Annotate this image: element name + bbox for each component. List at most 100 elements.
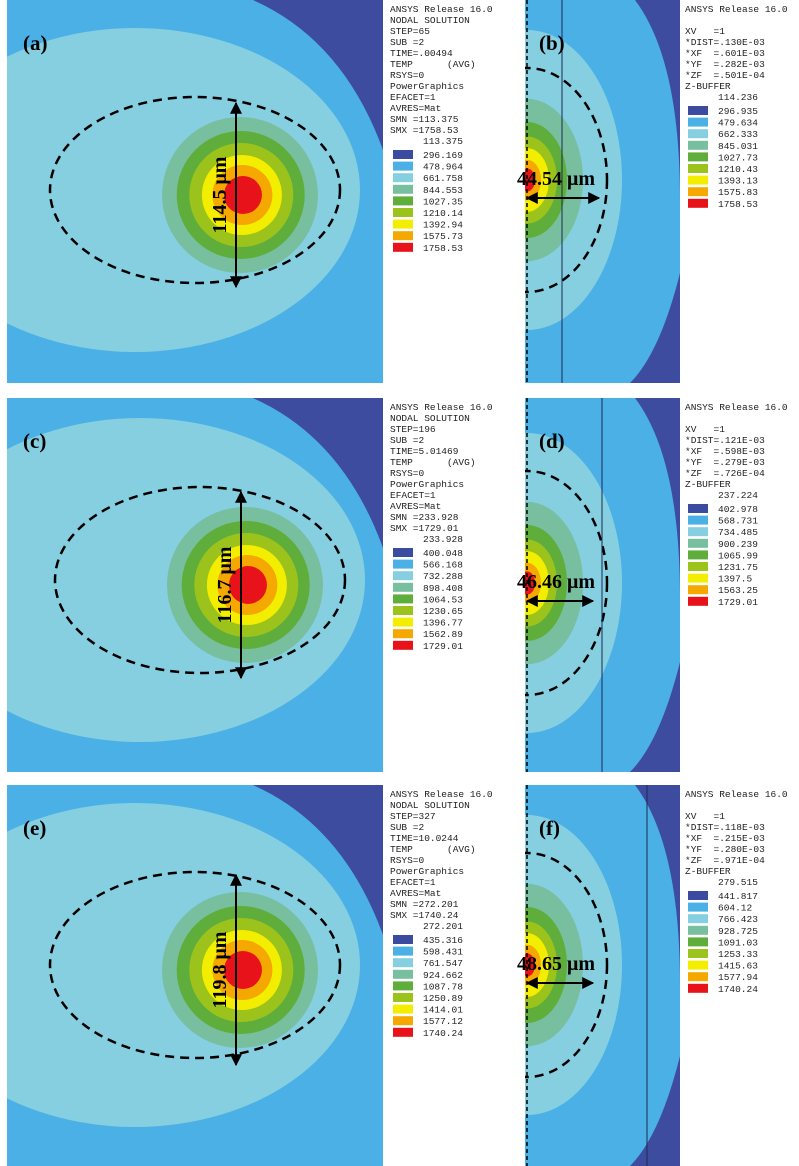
legend-value: 924.662 bbox=[423, 970, 463, 981]
legend-value: 1414.01 bbox=[423, 1005, 463, 1016]
legend-value: 1729.01 bbox=[718, 597, 758, 608]
info-line: *DIST=.121E-03 bbox=[685, 435, 765, 446]
panel: 44.54 μm(b)ANSYS Release 16.0XV =1*DIST=… bbox=[432, 0, 788, 383]
info-line: *ZF =.726E-04 bbox=[685, 468, 765, 479]
legend-swatch bbox=[393, 583, 413, 592]
legend-value: 761.547 bbox=[423, 958, 463, 969]
info-line: Z-BUFFER bbox=[685, 81, 731, 92]
legend-value: 402.978 bbox=[718, 504, 758, 515]
legend-value: 441.817 bbox=[718, 891, 758, 902]
legend-swatch bbox=[393, 220, 413, 229]
legend-value: 1392.94 bbox=[423, 220, 463, 231]
info-line: SUB =2 bbox=[390, 435, 425, 446]
legend-swatch bbox=[688, 504, 708, 513]
legend-value: 1577.94 bbox=[718, 972, 758, 983]
legend-swatch bbox=[688, 972, 708, 981]
info-line: *DIST=.130E-03 bbox=[685, 37, 765, 48]
info-line: TIME=5.01469 bbox=[390, 446, 459, 457]
legend-swatch bbox=[688, 539, 708, 548]
legend-swatch bbox=[688, 984, 708, 993]
info-line: STEP=196 bbox=[390, 424, 436, 435]
legend-value: 928.725 bbox=[718, 926, 758, 937]
info-line: *XF =.601E-03 bbox=[685, 48, 765, 59]
legend-value: 400.048 bbox=[423, 548, 463, 559]
info-line: *XF =.598E-03 bbox=[685, 446, 765, 457]
info-line: AVRES=Mat bbox=[390, 501, 441, 512]
dimension-label: 116.7 μm bbox=[214, 546, 236, 623]
info-line: XV =1 bbox=[685, 811, 725, 822]
info-line: TIME=.00494 bbox=[390, 48, 453, 59]
legend-swatch bbox=[688, 118, 708, 127]
legend-swatch bbox=[688, 597, 708, 606]
legend-value: 1729.01 bbox=[423, 641, 463, 652]
legend-value: 1575.73 bbox=[423, 231, 463, 242]
info-line: *YF =.279E-03 bbox=[685, 457, 765, 468]
legend-value: 1065.99 bbox=[718, 550, 758, 561]
info-line: SUB =2 bbox=[390, 37, 425, 48]
legend-swatch bbox=[393, 1016, 413, 1025]
legend-swatch bbox=[393, 993, 413, 1002]
legend-swatch bbox=[688, 141, 708, 150]
legend-swatch bbox=[393, 947, 413, 956]
legend-value: 598.431 bbox=[423, 947, 463, 958]
info-line: *YF =.280E-03 bbox=[685, 844, 765, 855]
legend-swatch bbox=[393, 173, 413, 182]
info-line: AVRES=Mat bbox=[390, 888, 441, 899]
info-line: XV =1 bbox=[685, 424, 725, 435]
info-line: EFACET=1 bbox=[390, 490, 436, 501]
legend-value: 566.168 bbox=[423, 560, 463, 571]
legend-value: 604.12 bbox=[718, 903, 753, 914]
info-line: EFACET=1 bbox=[390, 877, 436, 888]
legend-swatch bbox=[393, 196, 413, 205]
legend-value: 732.288 bbox=[423, 571, 463, 582]
info-line: *XF =.215E-03 bbox=[685, 833, 765, 844]
dimension-label: 114.5 μm bbox=[209, 156, 231, 233]
legend-swatch bbox=[393, 1005, 413, 1014]
legend-swatch bbox=[688, 176, 708, 185]
legend-swatch bbox=[688, 187, 708, 196]
info-line: SUB =2 bbox=[390, 822, 425, 833]
info-line: SMX =1740.24 bbox=[390, 910, 459, 921]
legend-swatch bbox=[393, 150, 413, 159]
dimension-label: 46.46 μm bbox=[517, 571, 595, 593]
legend-min: 233.928 bbox=[423, 534, 463, 545]
legend-value: 662.333 bbox=[718, 129, 758, 140]
legend-min: 114.236 bbox=[718, 92, 758, 103]
legend-value: 1740.24 bbox=[718, 984, 758, 995]
legend-value: 1091.03 bbox=[718, 937, 758, 948]
legend-value: 479.634 bbox=[718, 118, 758, 129]
legend-swatch bbox=[688, 550, 708, 559]
dimension-label: 48.65 μm bbox=[517, 953, 595, 975]
legend-value: 1027.73 bbox=[718, 152, 758, 163]
panel: 119.8 μm(e)ANSYS Release 16.0NODAL SOLUT… bbox=[0, 785, 493, 1166]
info-line: PowerGraphics bbox=[390, 866, 464, 877]
info-line: XV =1 bbox=[685, 26, 725, 37]
info-line: TEMP (AVG) bbox=[390, 844, 476, 855]
info-line: ANSYS Release 16.0 bbox=[390, 4, 493, 15]
info-line: TIME=10.0244 bbox=[390, 833, 459, 844]
contour-plot bbox=[0, 398, 383, 772]
legend-value: 1758.53 bbox=[423, 243, 463, 254]
legend-swatch bbox=[393, 243, 413, 252]
panel-label: (c) bbox=[23, 429, 46, 453]
info-line: ANSYS Release 16.0 bbox=[390, 789, 493, 800]
panel: 46.46 μm(d)ANSYS Release 16.0XV =1*DIST=… bbox=[432, 398, 788, 772]
legend-value: 1250.89 bbox=[423, 993, 463, 1004]
info-line: STEP=65 bbox=[390, 26, 430, 37]
legend-min: 113.375 bbox=[423, 136, 463, 147]
legend-swatch bbox=[688, 562, 708, 571]
info-line: RSYS=0 bbox=[390, 468, 425, 479]
legend-swatch bbox=[393, 629, 413, 638]
info-line: SMX =1729.01 bbox=[390, 523, 459, 534]
info-line: STEP=327 bbox=[390, 811, 436, 822]
legend-value: 1563.25 bbox=[718, 585, 758, 596]
panel-label: (d) bbox=[539, 429, 565, 453]
legend-value: 296.169 bbox=[423, 150, 463, 161]
legend-swatch bbox=[393, 981, 413, 990]
legend-value: 1397.5 bbox=[718, 574, 753, 585]
legend-swatch bbox=[393, 208, 413, 217]
info-line: ANSYS Release 16.0 bbox=[685, 789, 788, 800]
panel: 48.65 μm(f)ANSYS Release 16.0XV =1*DIST=… bbox=[432, 785, 788, 1166]
info-line: SMN =233.928 bbox=[390, 512, 459, 523]
